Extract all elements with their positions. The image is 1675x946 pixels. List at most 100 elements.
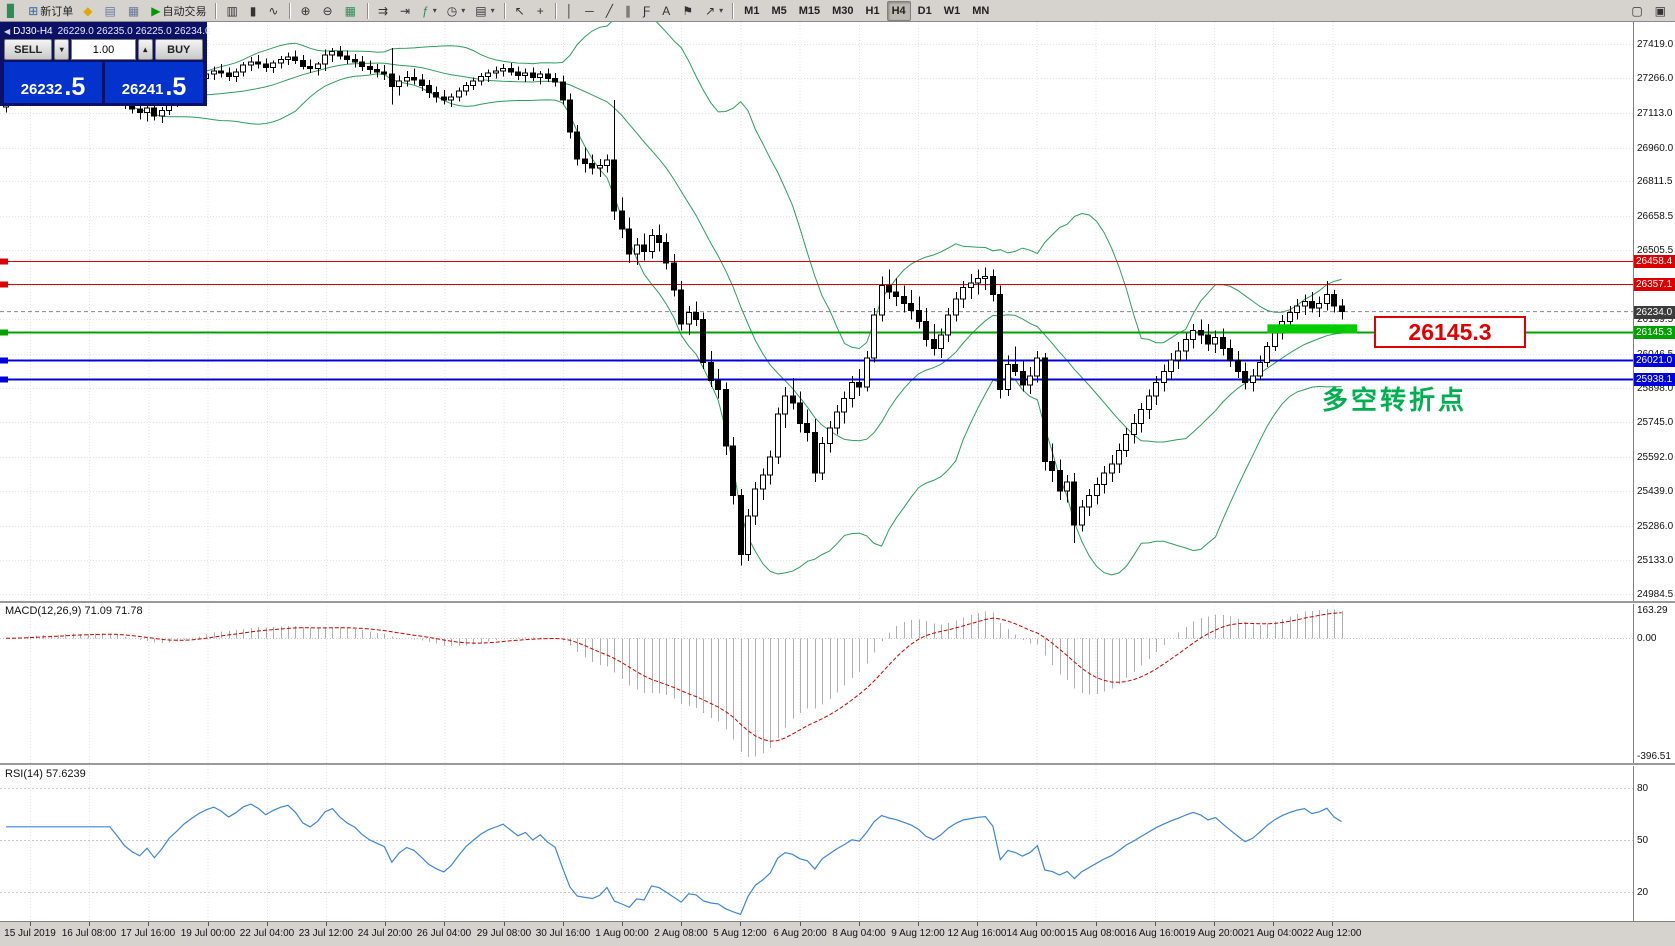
- timeframe-m15[interactable]: M15: [794, 1, 825, 21]
- new-order-glyph: ⊞: [28, 3, 39, 18]
- vertical-line-glyph: │: [565, 3, 574, 18]
- candle: [611, 159, 617, 212]
- time-axis-label: 19 Jul 00:00: [180, 928, 236, 939]
- time-axis-label: 24 Jul 20:00: [357, 928, 413, 939]
- new-chart-icon[interactable]: ▊: [3, 1, 22, 21]
- price-axis-label: 25133.0: [1637, 555, 1674, 567]
- time-axis-label: 23 Jul 12:00: [298, 928, 354, 939]
- text-button[interactable]: A: [658, 1, 676, 21]
- buy-price-display[interactable]: 26241 .5: [105, 62, 203, 103]
- candle: [500, 68, 506, 72]
- candle: [307, 65, 313, 70]
- price-axis: 27419.0 27266.0 27113.0 26960.0 26811.5 26658…: [1633, 22, 1675, 921]
- timeframe-h1[interactable]: H1: [861, 1, 885, 21]
- crosshair-button[interactable]: +: [533, 1, 550, 21]
- trendline-button[interactable]: ╱: [602, 1, 619, 21]
- window-tile-icon[interactable]: ▢: [1627, 1, 1648, 21]
- chart-grid: [0, 22, 1633, 602]
- macd-axis-label: 163.29: [1637, 605, 1668, 616]
- candle: [723, 388, 729, 447]
- bar-chart-button[interactable]: ▥: [222, 1, 243, 21]
- dropdown-arrow-icon[interactable]: ▾: [461, 6, 466, 15]
- autotrading-button[interactable]: ▶ 自动交易: [147, 1, 210, 21]
- market-watch-icon[interactable]: ▤: [101, 1, 122, 21]
- panel-collapse-icon[interactable]: ◀: [4, 26, 11, 36]
- zoom-in-button[interactable]: ⊕: [296, 1, 316, 21]
- price-tag: 26458.4: [1634, 254, 1675, 268]
- timeframe-w1[interactable]: W1: [939, 1, 966, 21]
- candle: [715, 379, 721, 390]
- zoom-out-button[interactable]: ⊖: [319, 1, 339, 21]
- toolbar-separator: [503, 2, 506, 19]
- candle: [775, 413, 781, 458]
- new-order-button[interactable]: ⊞ 新订单: [24, 1, 77, 21]
- timeframe-d1[interactable]: D1: [913, 1, 937, 21]
- candle: [649, 235, 655, 253]
- candle: [1005, 364, 1011, 390]
- new-order-button-label: 新订单: [40, 5, 74, 18]
- rsi-panel-separator[interactable]: [0, 763, 1675, 766]
- metaeditor-icon[interactable]: ◆: [79, 1, 98, 21]
- lot-decrease-button[interactable]: ▾: [54, 39, 69, 60]
- chart-shift-button[interactable]: ⇥: [396, 1, 416, 21]
- lot-size-input[interactable]: [71, 39, 136, 60]
- sell-price-display[interactable]: 26232 .5: [4, 62, 102, 103]
- label-button[interactable]: ⚑: [678, 1, 699, 21]
- time-tick: [918, 922, 919, 926]
- rsi-panel[interactable]: [0, 766, 1633, 921]
- macd-panel-separator[interactable]: [0, 601, 1675, 604]
- price-row: 26232 .5 26241 .5: [4, 62, 203, 103]
- line-chart-button[interactable]: ∿: [264, 1, 284, 21]
- templates-button[interactable]: ▤ ▾: [471, 1, 498, 21]
- dropdown-arrow-icon[interactable]: ▾: [432, 6, 437, 15]
- candlestick-chart-button[interactable]: ▮: [246, 1, 263, 21]
- candle: [686, 312, 692, 325]
- turning-point-annotation[interactable]: 多空转折点: [1322, 384, 1468, 415]
- candle: [463, 84, 469, 92]
- last-price-tag: 26234.0: [1634, 305, 1675, 319]
- window-cascade-icon[interactable]: ▣: [1651, 1, 1672, 21]
- candle: [448, 96, 454, 101]
- timeframe-m1-label: M1: [744, 4, 760, 17]
- sell-button[interactable]: SELL: [4, 39, 53, 60]
- time-tick: [148, 922, 149, 926]
- timeframe-m5[interactable]: M5: [766, 1, 791, 21]
- indicators-button[interactable]: ƒ ▾: [418, 1, 441, 21]
- horizontal-line-button[interactable]: ─: [581, 1, 600, 21]
- time-axis-label: 14 Aug 00:00: [1006, 928, 1066, 939]
- buy-button[interactable]: BUY: [154, 39, 203, 60]
- candle: [953, 298, 959, 316]
- arrows-button[interactable]: ↗ ▾: [701, 1, 727, 21]
- cursor-button[interactable]: ↖: [511, 1, 531, 21]
- macd-axis-label: 0.00: [1637, 633, 1657, 645]
- periods-button[interactable]: ◷ ▾: [443, 1, 470, 21]
- candle: [292, 56, 298, 62]
- timeframe-h4[interactable]: H4: [886, 0, 911, 21]
- market-watch-icon-glyph: ▤: [104, 3, 116, 18]
- dropdown-arrow-icon[interactable]: ▾: [719, 6, 724, 15]
- lot-increase-button[interactable]: ▴: [138, 39, 153, 60]
- timeframe-m30[interactable]: M30: [827, 1, 858, 21]
- timeframe-m1[interactable]: M1: [739, 1, 764, 21]
- grid-button[interactable]: ▦: [341, 1, 362, 21]
- auto-scroll-button[interactable]: ⇉: [374, 1, 394, 21]
- data-window-icon[interactable]: ▦: [124, 1, 145, 21]
- autotrading-glyph: ▶: [151, 3, 161, 18]
- main-chart[interactable]: [0, 22, 1633, 602]
- channel-button[interactable]: ∥: [621, 1, 637, 21]
- trendline-glyph: ╱: [605, 3, 613, 18]
- auto-scroll-glyph: ⇉: [377, 3, 388, 18]
- time-tick: [681, 922, 682, 926]
- vertical-line-button[interactable]: │: [562, 1, 580, 21]
- candle: [144, 107, 150, 114]
- timeframe-mn[interactable]: MN: [967, 1, 994, 21]
- candle: [537, 73, 543, 79]
- price-callout-label[interactable]: 26145.3: [1374, 315, 1526, 348]
- dropdown-arrow-icon[interactable]: ▾: [490, 6, 495, 15]
- time-tick: [30, 922, 31, 926]
- macd-panel[interactable]: [0, 603, 1633, 763]
- candle: [426, 84, 432, 93]
- toolbar-separator: [366, 2, 369, 19]
- time-axis-label: 26 Jul 04:00: [416, 928, 472, 939]
- fibonacci-button[interactable]: Ƒ: [639, 1, 656, 21]
